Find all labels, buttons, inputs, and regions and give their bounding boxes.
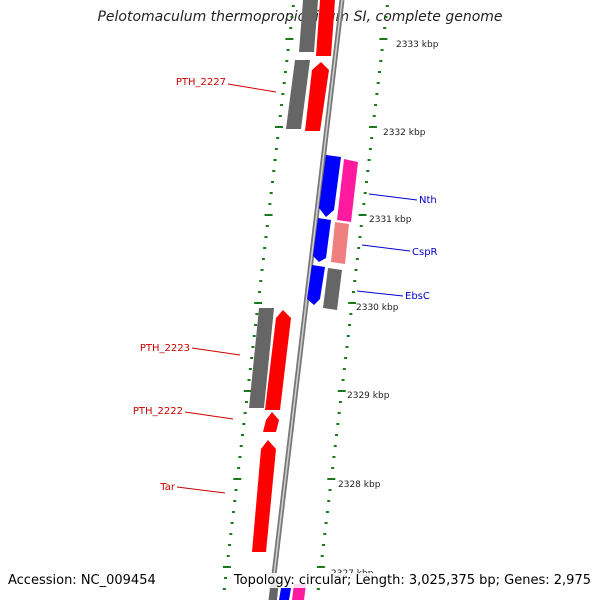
gene-gray-2223 bbox=[249, 308, 274, 408]
gene-blue-bottom bbox=[279, 588, 291, 600]
gene-label-pth2222: PTH_2222 bbox=[133, 406, 183, 417]
gene-red-2222 bbox=[263, 412, 279, 432]
tick-marks bbox=[222, 5, 389, 590]
genes bbox=[249, 0, 358, 600]
kbp-label: 2331 kbp bbox=[369, 215, 412, 225]
kbp-label: 2332 kbp bbox=[383, 128, 426, 138]
gene-gray-2227 bbox=[286, 60, 310, 129]
gene-labels-right: Nth CspR EbsC bbox=[356, 193, 438, 302]
kbp-label: 2328 kbp bbox=[338, 480, 381, 490]
gene-gray-top bbox=[299, 0, 318, 52]
kbp-label: 2330 kbp bbox=[356, 303, 399, 313]
gene-blue-cspr bbox=[313, 218, 331, 262]
gene-labels-left: PTH_2227 PTH_2223 PTH_2222 Tar bbox=[133, 77, 277, 494]
gene-blue-nth bbox=[319, 155, 341, 217]
gene-blue-ebsc bbox=[307, 265, 325, 305]
gene-red-tar bbox=[252, 440, 276, 552]
gene-red-2227 bbox=[305, 62, 329, 131]
gene-label-ebsc: EbsC bbox=[405, 291, 430, 302]
kbp-labels: 2333 kbp 2332 kbp 2331 kbp 2330 kbp 2329… bbox=[331, 40, 439, 579]
gene-magenta-nth bbox=[337, 159, 358, 222]
gene-label-pth2227: PTH_2227 bbox=[176, 77, 226, 88]
gene-label-pth2223: PTH_2223 bbox=[140, 343, 190, 354]
gene-label-nth: Nth bbox=[419, 195, 437, 206]
kbp-label: 2333 kbp bbox=[396, 40, 439, 50]
gene-gray-ebsc bbox=[323, 268, 342, 310]
gene-magenta-bottom bbox=[292, 584, 306, 600]
figure-title: Pelotomaculum thermopropionicum SI, comp… bbox=[97, 9, 503, 25]
kbp-label: 2329 kbp bbox=[347, 391, 390, 401]
gene-red-top bbox=[316, 0, 335, 56]
gene-label-tar: Tar bbox=[159, 482, 176, 493]
gene-label-cspr: CspR bbox=[412, 247, 438, 258]
genome-summary-text: Topology: circular; Length: 3,025,375 bp… bbox=[233, 573, 591, 588]
gene-pink-cspr bbox=[331, 222, 349, 264]
accession-text: Accession: NC_009454 bbox=[8, 573, 156, 588]
gene-red-2223 bbox=[265, 310, 291, 410]
backbone-highlight bbox=[270, 0, 343, 600]
genome-backbone bbox=[268, 0, 345, 600]
